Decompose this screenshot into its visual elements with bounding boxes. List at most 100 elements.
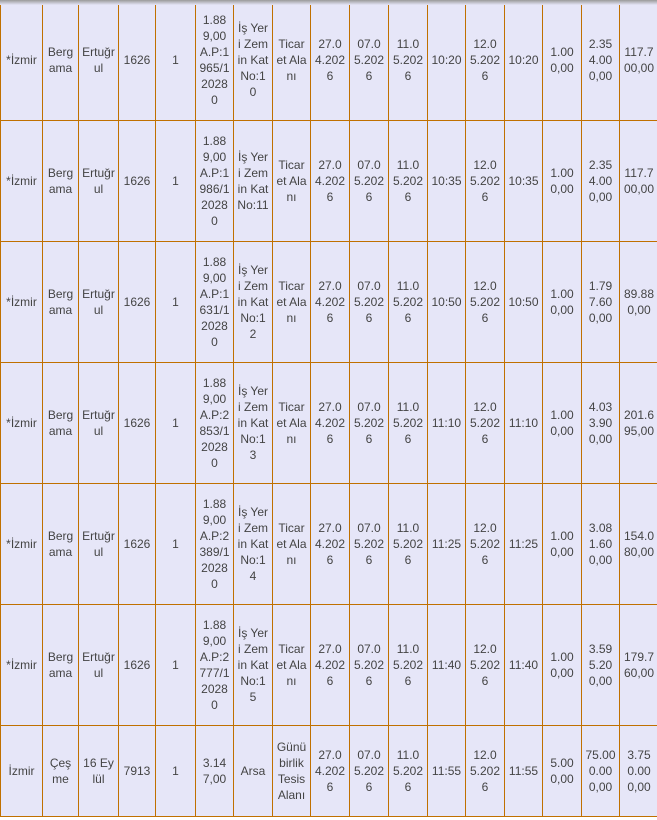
cell-date-3: 11.05.2026 [388,483,428,605]
cell-date-1: 27.04.2026 [310,604,350,726]
cell-zoning: Ticaret Alanı [272,604,311,726]
cell-date-2: 07.05.2026 [349,120,389,242]
cell-time-1: 11:55 [427,725,466,817]
cell-block: 1626 [118,362,156,484]
cell-date-2: 07.05.2026 [349,241,389,363]
cell-city: *İzmir [0,483,43,605]
cell-parcel: 1 [155,241,196,363]
cell-zoning: Ticaret Alanı [272,0,311,121]
cell-date-4: 12.05.2026 [465,362,505,484]
cell-parcel: 1 [155,604,196,726]
cell-area: 1.889,00 A.P:2389/12028 0 [195,483,234,605]
cell-block: 1626 [118,241,156,363]
cell-property-type: İş Yeri Zemin Kat No:12 [233,241,273,363]
cell-guarantee: 3.750.000,00 [619,725,657,817]
cell-block: 1626 [118,120,156,242]
cell-guarantee: 117.700,00 [619,120,657,242]
cell-city: *İzmir [0,604,43,726]
cell-date-3: 11.05.2026 [388,120,428,242]
cell-area: 1.889,00 A.P:1631/12028 0 [195,241,234,363]
cell-date-1: 27.04.2026 [310,120,350,242]
cell-parcel: 1 [155,725,196,817]
cell-property-type: İş Yeri Zemin Kat No:14 [233,483,273,605]
cell-date-4: 12.05.2026 [465,241,505,363]
cell-property-type: Arsa [233,725,273,817]
cell-zoning: Ticaret Alanı [272,241,311,363]
cell-neighborhood: Ertuğrul [78,120,119,242]
cell-date-1: 27.04.2026 [310,483,350,605]
cell-date-3: 11.05.2026 [388,0,428,121]
cell-time-1: 10:50 [427,241,466,363]
cell-district: Bergama [42,483,79,605]
cell-estimated-value: 4.033.900,00 [581,362,620,484]
cell-date-3: 11.05.2026 [388,725,428,817]
cell-date-2: 07.05.2026 [349,604,389,726]
cell-deposit: 1.000,00 [542,241,582,363]
cell-date-1: 27.04.2026 [310,241,350,363]
cell-time-2: 10:50 [504,241,543,363]
cell-district: Bergama [42,604,79,726]
cell-time-2: 11:25 [504,483,543,605]
cell-date-2: 07.05.2026 [349,362,389,484]
cell-time-2: 11:55 [504,725,543,817]
cell-city: *İzmir [0,362,43,484]
cell-area: 1.889,00 A.P:2853/12028 0 [195,362,234,484]
top-shadow [0,0,657,5]
cell-date-1: 27.04.2026 [310,0,350,121]
cell-estimated-value: 2.354.000,00 [581,120,620,242]
cell-time-2: 11:10 [504,362,543,484]
table-row: *İzmir Bergama Ertuğrul 1626 1 1.889,00 A.P:2… [0,483,657,605]
cell-deposit: 1.000,00 [542,483,582,605]
cell-area: 3.147,00 [195,725,234,817]
cell-city: İzmir [0,725,43,817]
cell-deposit: 5.000,00 [542,725,582,817]
cell-city: *İzmir [0,120,43,242]
cell-neighborhood: Ertuğrul [78,362,119,484]
cell-date-4: 12.05.2026 [465,0,505,121]
cell-block: 1626 [118,0,156,121]
cell-neighborhood: Ertuğrul [78,483,119,605]
cell-district: Çeşme [42,725,79,817]
cell-zoning: Ticaret Alanı [272,362,311,484]
cell-time-1: 10:35 [427,120,466,242]
cell-block: 7913 [118,725,156,817]
cell-district: Bergama [42,241,79,363]
cell-parcel: 1 [155,483,196,605]
cell-date-4: 12.05.2026 [465,483,505,605]
cell-zoning: Günübirlik Tesis Alanı [272,725,311,817]
cell-deposit: 1.000,00 [542,120,582,242]
cell-date-1: 27.04.2026 [310,725,350,817]
table-row: *İzmir Bergama Ertuğrul 1626 1 1.889,00 A.P:2… [0,604,657,726]
cell-time-1: 11:25 [427,483,466,605]
cell-area: 1.889,00 A.P:1986/12028 0 [195,120,234,242]
cell-block: 1626 [118,483,156,605]
cell-city: *İzmir [0,0,43,121]
table-row: *İzmir Bergama Ertuğrul 1626 1 1.889,00 A.P:1… [0,241,657,363]
cell-estimated-value: 3.081.600,00 [581,483,620,605]
cell-district: Bergama [42,0,79,121]
cell-zoning: Ticaret Alanı [272,483,311,605]
cell-estimated-value: 75.000.000,00 [581,725,620,817]
cell-property-type: İş Yeri Zemin Kat No:10 [233,0,273,121]
cell-time-2: 10:20 [504,0,543,121]
cell-neighborhood: Ertuğrul [78,241,119,363]
table-row: *İzmir Bergama Ertuğrul 1626 1 1.889,00 A.P:1… [0,0,657,121]
cell-neighborhood: Ertuğrul [78,0,119,121]
cell-parcel: 1 [155,0,196,121]
cell-date-3: 11.05.2026 [388,241,428,363]
cell-date-4: 12.05.2026 [465,120,505,242]
cell-property-type: İş Yeri Zemin Kat No:15 [233,604,273,726]
cell-time-1: 10:20 [427,0,466,121]
cell-date-1: 27.04.2026 [310,362,350,484]
cell-time-2: 10:35 [504,120,543,242]
cell-time-2: 11:40 [504,604,543,726]
cell-date-4: 12.05.2026 [465,604,505,726]
table-row: *İzmir Bergama Ertuğrul 1626 1 1.889,00 A.P:1… [0,120,657,242]
cell-district: Bergama [42,120,79,242]
cell-parcel: 1 [155,120,196,242]
cell-deposit: 1.000,00 [542,362,582,484]
cell-neighborhood: 16 Eylül [78,725,119,817]
cell-guarantee: 179.760,00 [619,604,657,726]
cell-estimated-value: 2.354.000,00 [581,0,620,121]
